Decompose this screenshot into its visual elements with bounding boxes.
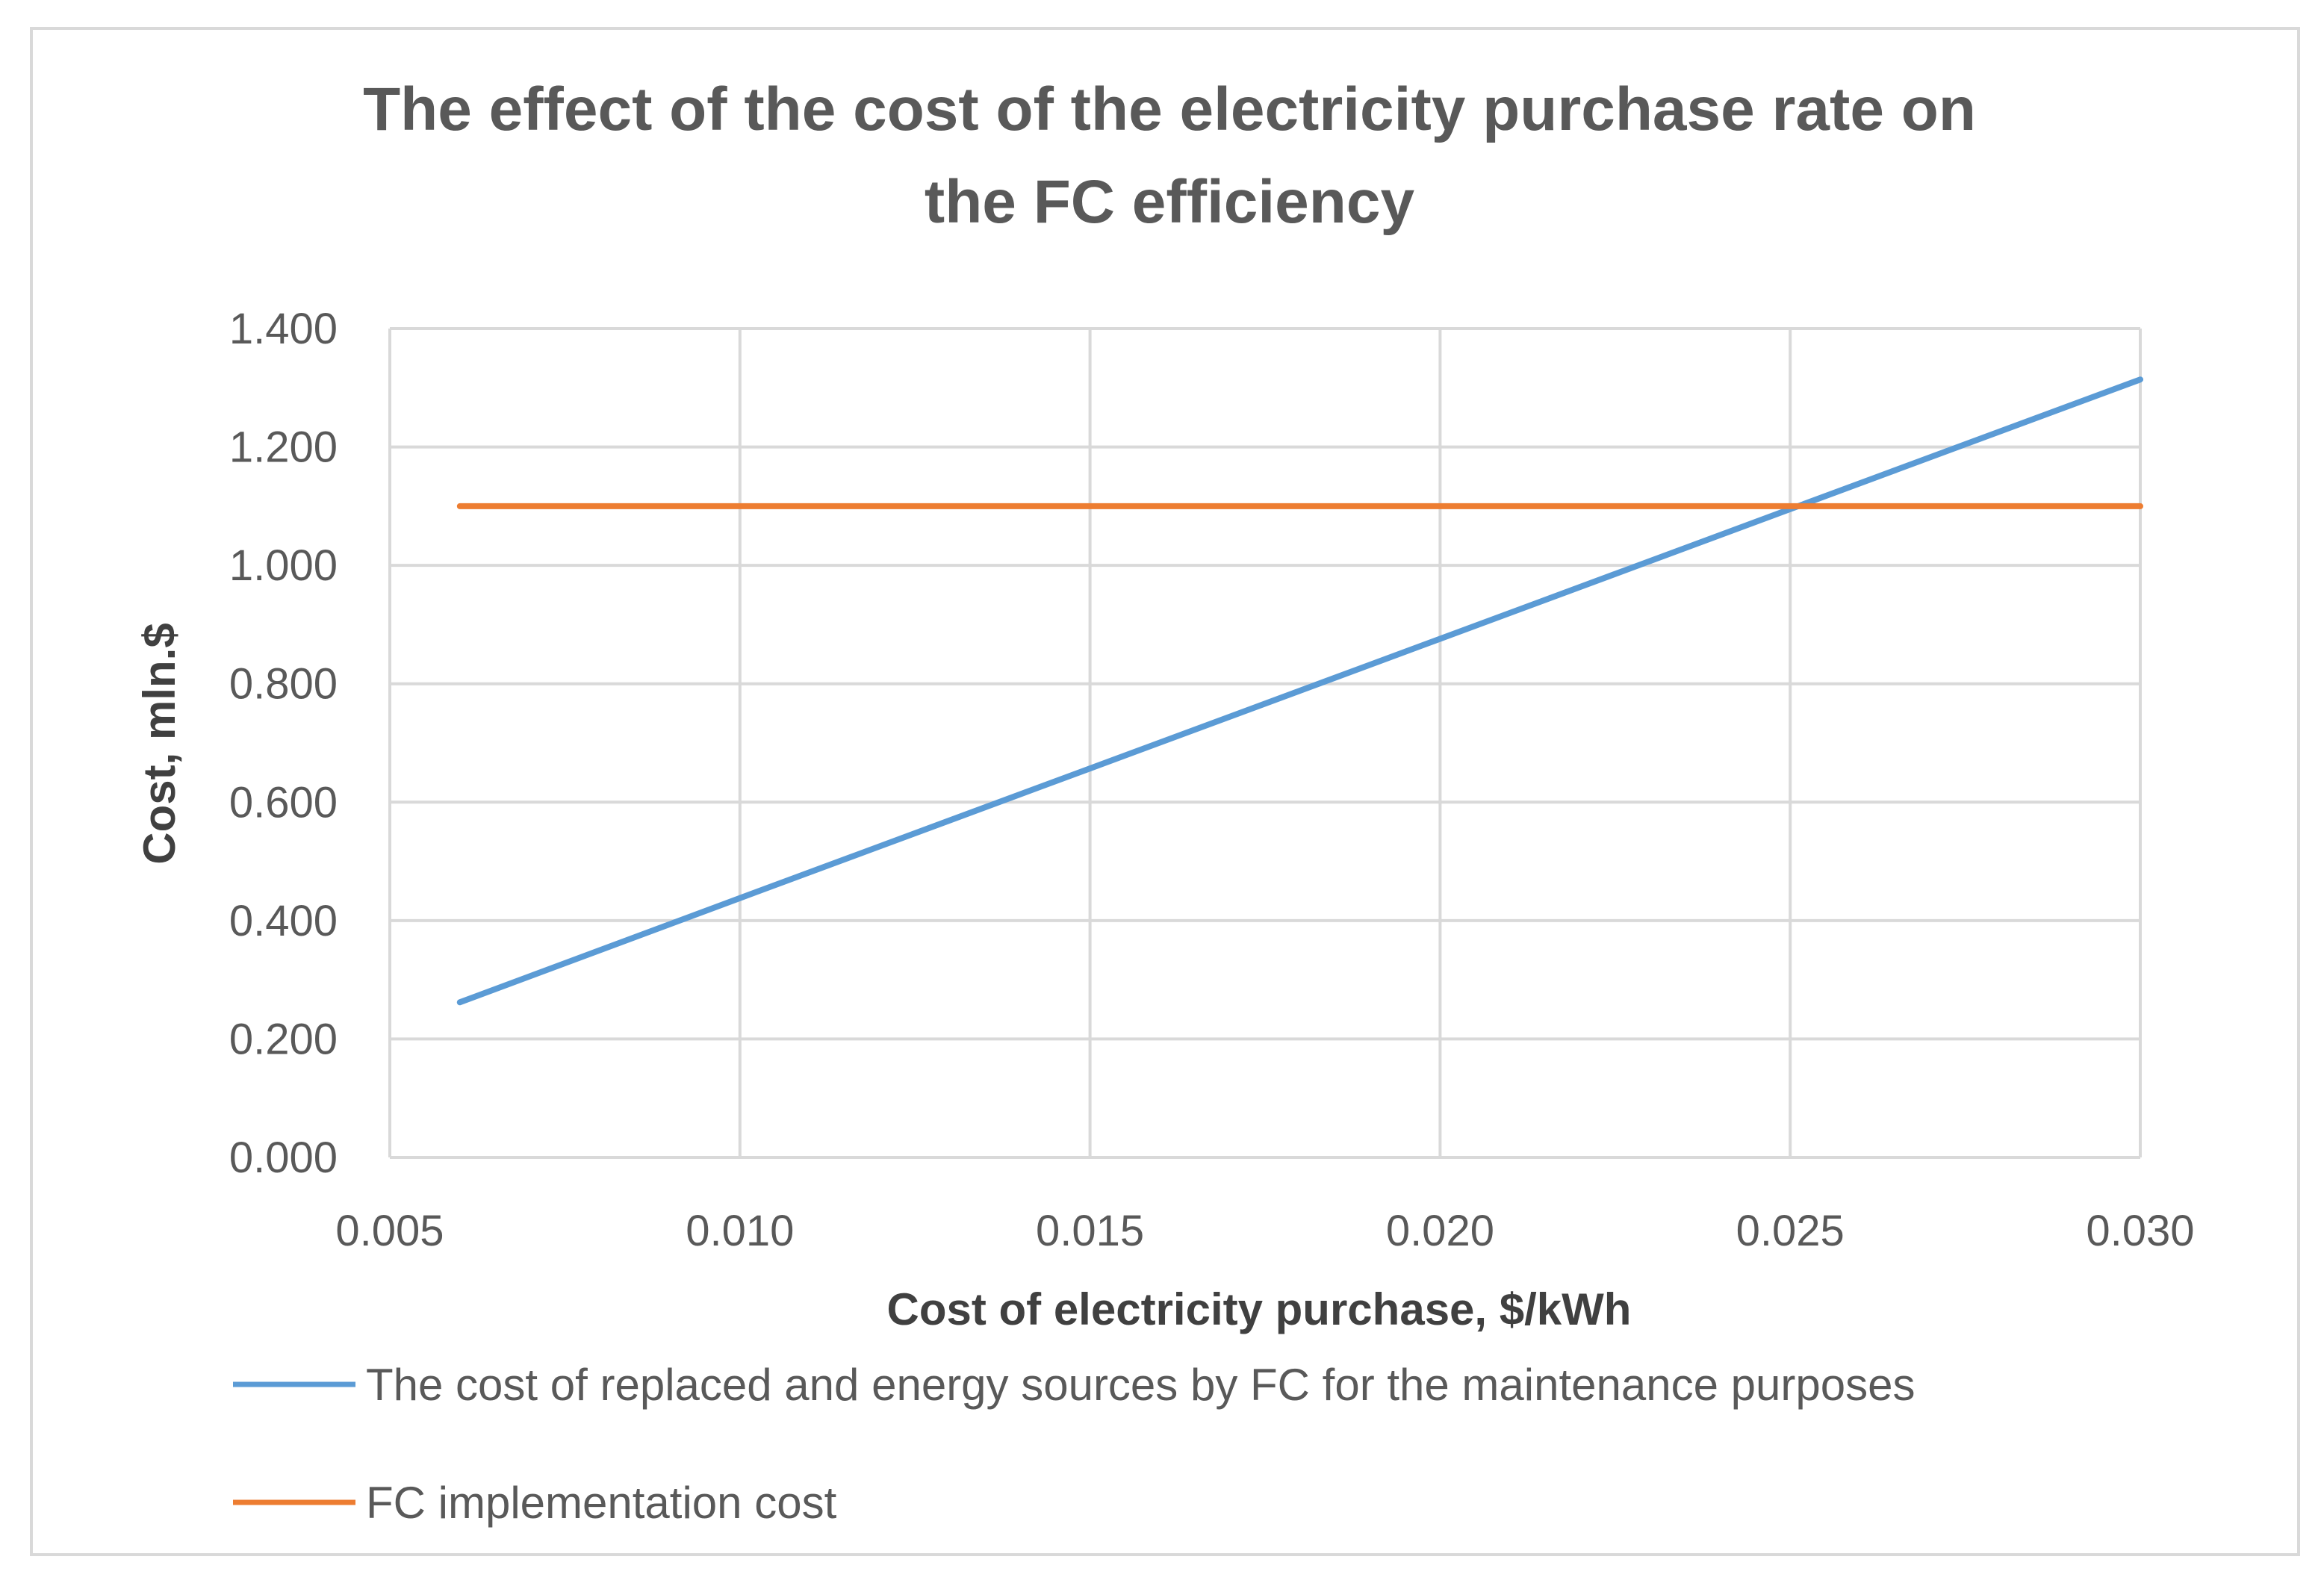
chart-svg: The effect of the cost of the electricit…	[134, 75, 2195, 1528]
y-tick-label: 1.000	[229, 541, 338, 590]
y-tick-label: 0.200	[229, 1015, 338, 1063]
x-tick-labels: 0.005 0.010 0.015 0.020 0.025 0.030	[335, 1207, 2194, 1255]
y-axis-title: Cost, mln.$	[134, 623, 184, 864]
y-tick-label: 0.600	[229, 778, 338, 827]
chart-title-line-2: the FC efficiency	[925, 168, 1415, 236]
x-axis-title: Cost of electricity purchase, $/kWh	[887, 1284, 1632, 1334]
legend: The cost of replaced and energy sources …	[233, 1360, 1915, 1528]
x-tick-label: 0.015	[1036, 1207, 1144, 1255]
legend-label-fc-implementation: FC implementation cost	[366, 1478, 837, 1528]
x-tick-label: 0.020	[1386, 1207, 1494, 1255]
y-tick-label: 1.200	[229, 423, 338, 472]
chart-title-line-1: The effect of the cost of the electricit…	[363, 75, 1976, 143]
series-lines	[456, 376, 2143, 1006]
y-tick-label: 0.400	[229, 897, 338, 945]
y-tick-labels: 0.000 0.200 0.400 0.600 0.800 1.000 1.200 1.400	[229, 305, 338, 1182]
y-tick-label: 1.400	[229, 305, 338, 353]
x-tick-label: 0.010	[686, 1207, 794, 1255]
axis-lines	[388, 329, 2140, 1159]
chart-frame: The effect of the cost of the electricit…	[30, 27, 2300, 1556]
x-tick-label: 0.030	[2086, 1207, 2194, 1255]
x-tick-label: 0.025	[1736, 1207, 1845, 1255]
legend-label-replaced-sources: The cost of replaced and energy sources …	[366, 1360, 1915, 1410]
x-tick-label: 0.005	[335, 1207, 444, 1255]
grid-lines	[390, 327, 2142, 1157]
y-tick-label: 0.000	[229, 1134, 338, 1182]
series-line-0	[456, 376, 2143, 1006]
y-tick-label: 0.800	[229, 660, 338, 709]
